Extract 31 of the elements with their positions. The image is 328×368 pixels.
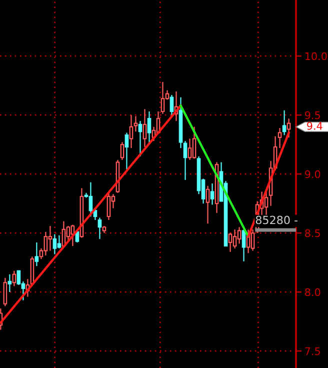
candlestick <box>147 110 152 144</box>
candlestick <box>232 228 237 249</box>
candlestick <box>48 225 52 252</box>
y-tick-label: 9.0 <box>304 170 320 178</box>
candlestick <box>278 127 282 149</box>
candlestick <box>52 234 57 255</box>
candlestick <box>120 142 124 160</box>
candlestick <box>57 234 62 249</box>
y-tick-label: 7.5 <box>305 347 320 356</box>
candlestick <box>124 132 129 170</box>
candlestick <box>210 182 214 206</box>
candlestick <box>178 96 183 149</box>
candlestick <box>183 140 188 180</box>
y-tick-label: 10.0 <box>305 52 327 60</box>
candlestick <box>138 120 142 157</box>
y-tick-label: 9.5 <box>304 111 320 120</box>
candlestick <box>129 114 134 149</box>
annotation: 85280 - <box>256 216 298 224</box>
y-tick-label: 8.0 <box>305 288 320 296</box>
candlestick <box>134 116 138 132</box>
candlestick <box>237 226 242 244</box>
text: 9.4 <box>307 122 322 130</box>
y-tick-label: 8.5 <box>305 229 320 238</box>
candlestick <box>160 81 165 114</box>
candlestick <box>98 217 102 240</box>
candlestick <box>250 228 255 252</box>
candlestick <box>282 110 286 136</box>
candlestick <box>170 94 174 116</box>
candlestick <box>206 185 210 224</box>
candlestick <box>142 108 147 148</box>
candlestick <box>188 138 192 160</box>
